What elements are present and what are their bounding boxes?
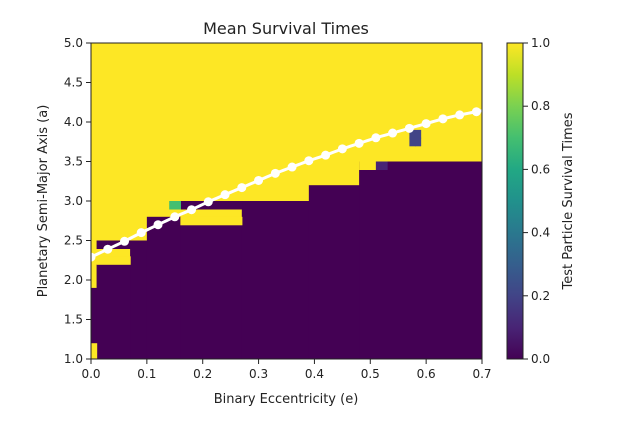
heatmap-patch-unstable — [180, 201, 243, 210]
curve-point — [471, 107, 481, 117]
heatmap-cell — [174, 201, 181, 210]
colorbar-ticks: 0.0 0.2 0.4 0.6 0.8 1.0 — [523, 36, 550, 366]
x-axis-label: Binary Eccentricity (e) — [214, 392, 359, 407]
heatmap-region-unstable — [130, 240, 148, 359]
curve-point — [270, 168, 280, 178]
y-tick-label: 3.0 — [64, 194, 83, 208]
x-tick-label: 0.1 — [137, 367, 156, 381]
curve-point — [455, 110, 465, 120]
curve-point — [187, 205, 197, 215]
curve-point — [120, 236, 130, 246]
curve-point — [203, 197, 213, 207]
x-axis-ticks: 0.0 0.1 0.2 0.3 0.4 0.5 0.6 0.7 — [81, 359, 492, 381]
curve-point — [237, 183, 247, 193]
curve-point — [404, 123, 414, 133]
y-tick-label: 1.0 — [64, 352, 83, 366]
heatmap-cell — [169, 201, 176, 210]
y-axis-label: Planetary Semi-Major Axis (a) — [36, 105, 51, 298]
curve-point — [220, 190, 230, 200]
curve-point — [421, 119, 431, 129]
curve-point — [321, 150, 331, 160]
heatmap-cell — [414, 129, 422, 139]
heatmap-region-unstable — [146, 224, 181, 359]
heatmap-region-unstable — [91, 287, 98, 359]
heatmap-cell — [414, 137, 422, 147]
heatmap-region-unstable — [180, 224, 243, 359]
curve-point — [153, 220, 163, 230]
heatmap-region-unstable — [308, 185, 360, 359]
chart-title: Mean Survival Times — [203, 19, 369, 38]
heatmap-region-unstable — [359, 161, 482, 359]
colorbar-tick-label: 0.0 — [531, 352, 550, 366]
x-tick-label: 0.2 — [193, 367, 212, 381]
x-tick-label: 0.7 — [472, 367, 491, 381]
heatmap-patch-stable — [96, 256, 131, 265]
curve-point — [354, 138, 364, 148]
boundary-curve — [91, 107, 482, 262]
curve-point — [136, 228, 146, 238]
colorbar-label: Test Particle Survival Times — [561, 112, 576, 290]
x-tick-label: 0.3 — [249, 367, 268, 381]
curve-point — [388, 128, 398, 138]
x-tick-label: 0.5 — [361, 367, 380, 381]
heatmap-region-unstable — [241, 201, 310, 359]
curve-point — [371, 133, 381, 143]
heatmap-cell — [409, 137, 416, 147]
heatmap-region-unstable — [96, 264, 131, 359]
x-tick-label: 0.4 — [305, 367, 324, 381]
heatmap-patch-stable — [180, 216, 243, 226]
curve-point — [287, 162, 297, 172]
colorbar-tick-label: 0.6 — [531, 162, 550, 176]
y-tick-label: 4.0 — [64, 115, 83, 129]
curve-point — [103, 244, 113, 254]
x-tick-label: 0.0 — [81, 367, 100, 381]
y-tick-label: 4.5 — [64, 76, 83, 90]
x-tick-label: 0.6 — [417, 367, 436, 381]
curve-point — [438, 114, 448, 124]
heatmap-cell — [381, 161, 388, 170]
curve-point — [304, 156, 314, 166]
y-tick-label: 5.0 — [64, 36, 83, 50]
curve-point — [337, 144, 347, 154]
heatmap-cell — [375, 161, 383, 170]
curve-point — [91, 252, 96, 262]
curve-point — [254, 175, 264, 185]
y-tick-label: 2.5 — [64, 234, 83, 248]
heatmap-patch-stable — [91, 343, 98, 359]
heatmap-cells — [91, 43, 482, 359]
colorbar — [506, 42, 524, 360]
y-tick-label: 2.0 — [64, 273, 83, 287]
y-tick-label: 1.5 — [64, 313, 83, 327]
curve-point — [170, 212, 180, 222]
colorbar-tick-label: 1.0 — [531, 36, 550, 50]
colorbar-tick-label: 0.4 — [531, 226, 550, 240]
colorbar-tick-label: 0.2 — [531, 289, 550, 303]
y-tick-label: 3.5 — [64, 155, 83, 169]
colorbar-tick-label: 0.8 — [531, 99, 550, 113]
heatmap-cell — [409, 129, 416, 139]
heatmap-patch-stable — [359, 161, 377, 170]
y-axis-ticks: 1.0 1.5 2.0 2.5 3.0 3.5 4.0 4.5 5.0 — [64, 36, 91, 366]
